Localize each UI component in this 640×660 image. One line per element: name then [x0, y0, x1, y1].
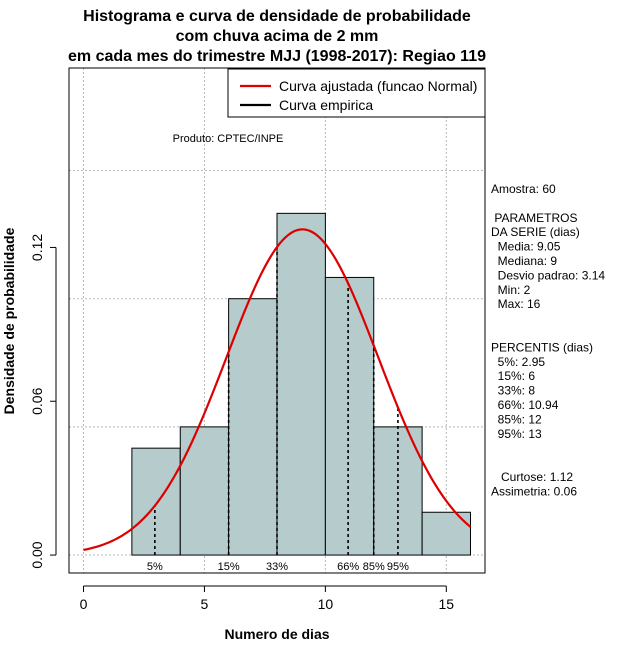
percentile-lines: 5% 15% 33% 66% 85% 95% — [147, 247, 409, 573]
histogram-bar — [373, 426, 423, 556]
legend-label: Curva empirica — [279, 97, 373, 113]
percentile-label: 95% — [387, 561, 409, 573]
stats-line: Curtose: 1.12 — [491, 470, 573, 484]
x-tick-label: 5 — [201, 596, 209, 612]
y-tick-label: 0.00 — [29, 541, 45, 568]
percentile-label: 15% — [218, 561, 240, 573]
legend-box — [227, 68, 486, 118]
y-tick-label: 0.12 — [29, 234, 45, 261]
histogram-bars — [131, 212, 471, 556]
histogram-bar — [131, 447, 181, 556]
stats-line: Media: 9.05 — [491, 240, 561, 254]
stats-line: Min: 2 — [491, 283, 531, 297]
x-tick-label: 10 — [318, 596, 334, 612]
stats-line: PERCENTIS (dias) — [491, 340, 593, 354]
legend: Curva ajustada (funcao Normal) Curva empi… — [227, 68, 486, 118]
normal-fit-curve — [83, 228, 472, 552]
legend-label: Curva ajustada (funcao Normal) — [279, 78, 477, 94]
stats-line: Assimetria: 0.06 — [491, 484, 577, 498]
stats-line: Max: 16 — [491, 297, 541, 311]
y-tick-label: 0.06 — [29, 387, 45, 414]
percentile-label: 85% — [363, 561, 385, 573]
histogram-bar — [179, 426, 230, 556]
x-tick-label: 15 — [439, 596, 455, 612]
normal-fit-curve-group — [83, 228, 472, 552]
y-axis-title: Densidade de probabilidade — [1, 227, 17, 414]
stats-line: 15%: 6 — [491, 369, 535, 383]
stats-line: Mediana: 9 — [491, 254, 557, 268]
stats-line: 95%: 13 — [491, 427, 542, 441]
x-axis-title: Numero de dias — [224, 626, 329, 642]
stats-line: Amostra: 60 — [491, 182, 556, 196]
stats-line: 66%: 10.94 — [491, 398, 559, 412]
histogram-bar — [228, 298, 278, 556]
chart-title-line: com chuva acima de 2 mm — [176, 28, 379, 45]
histogram-bar — [324, 276, 375, 556]
chart-title-line: em cada mes do trimestre MJJ (1998-2017)… — [68, 48, 486, 65]
axes: 0 5 10 15 0.00 0.06 0.12 — [29, 234, 454, 612]
x-tick-label: 0 — [80, 596, 88, 612]
stats-line: Desvio padrao: 3.14 — [491, 268, 605, 282]
plot-frame — [68, 67, 486, 574]
percentile-label: 33% — [266, 561, 288, 573]
stats-line: DA SERIE (dias) — [491, 225, 580, 239]
chart-title-line: Histograma e curva de densidade de proba… — [83, 8, 471, 25]
source-note: Produto: CPTEC/INPE — [173, 133, 284, 145]
stats-line: 5%: 2.95 — [491, 355, 545, 369]
histogram-bar — [276, 212, 326, 556]
stats-line: 85%: 12 — [491, 412, 542, 426]
percentile-label: 66% — [337, 561, 359, 573]
chart-text: Histograma e curva de densidade de proba… — [1, 8, 605, 642]
histogram-bar — [421, 511, 471, 556]
stats-line: 33%: 8 — [491, 384, 535, 398]
percentile-label: 5% — [147, 561, 163, 573]
stats-line: PARAMETROS — [491, 211, 577, 225]
